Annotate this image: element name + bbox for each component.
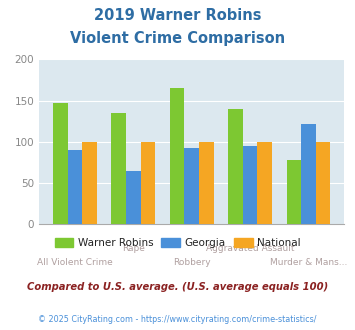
Bar bbox=[184, 148, 199, 224]
Bar bbox=[111, 113, 126, 224]
Bar bbox=[82, 142, 97, 224]
Bar bbox=[141, 142, 155, 224]
Bar bbox=[67, 150, 82, 224]
Text: Murder & Mans...: Murder & Mans... bbox=[270, 258, 347, 267]
Bar bbox=[228, 109, 243, 224]
Legend: Warner Robins, Georgia, National: Warner Robins, Georgia, National bbox=[50, 234, 305, 252]
Text: Rape: Rape bbox=[122, 244, 145, 253]
Bar bbox=[316, 142, 331, 224]
Text: Violent Crime Comparison: Violent Crime Comparison bbox=[70, 31, 285, 46]
Bar bbox=[301, 124, 316, 224]
Bar bbox=[257, 142, 272, 224]
Bar bbox=[243, 146, 257, 224]
Text: 2019 Warner Robins: 2019 Warner Robins bbox=[94, 8, 261, 23]
Bar bbox=[126, 171, 141, 224]
Text: Compared to U.S. average. (U.S. average equals 100): Compared to U.S. average. (U.S. average … bbox=[27, 282, 328, 292]
Text: All Violent Crime: All Violent Crime bbox=[37, 258, 113, 267]
Text: Aggravated Assault: Aggravated Assault bbox=[206, 244, 294, 253]
Text: © 2025 CityRating.com - https://www.cityrating.com/crime-statistics/: © 2025 CityRating.com - https://www.city… bbox=[38, 315, 317, 324]
Bar bbox=[286, 160, 301, 224]
Bar bbox=[199, 142, 214, 224]
Text: Robbery: Robbery bbox=[173, 258, 211, 267]
Bar bbox=[53, 103, 67, 224]
Bar bbox=[170, 88, 184, 224]
